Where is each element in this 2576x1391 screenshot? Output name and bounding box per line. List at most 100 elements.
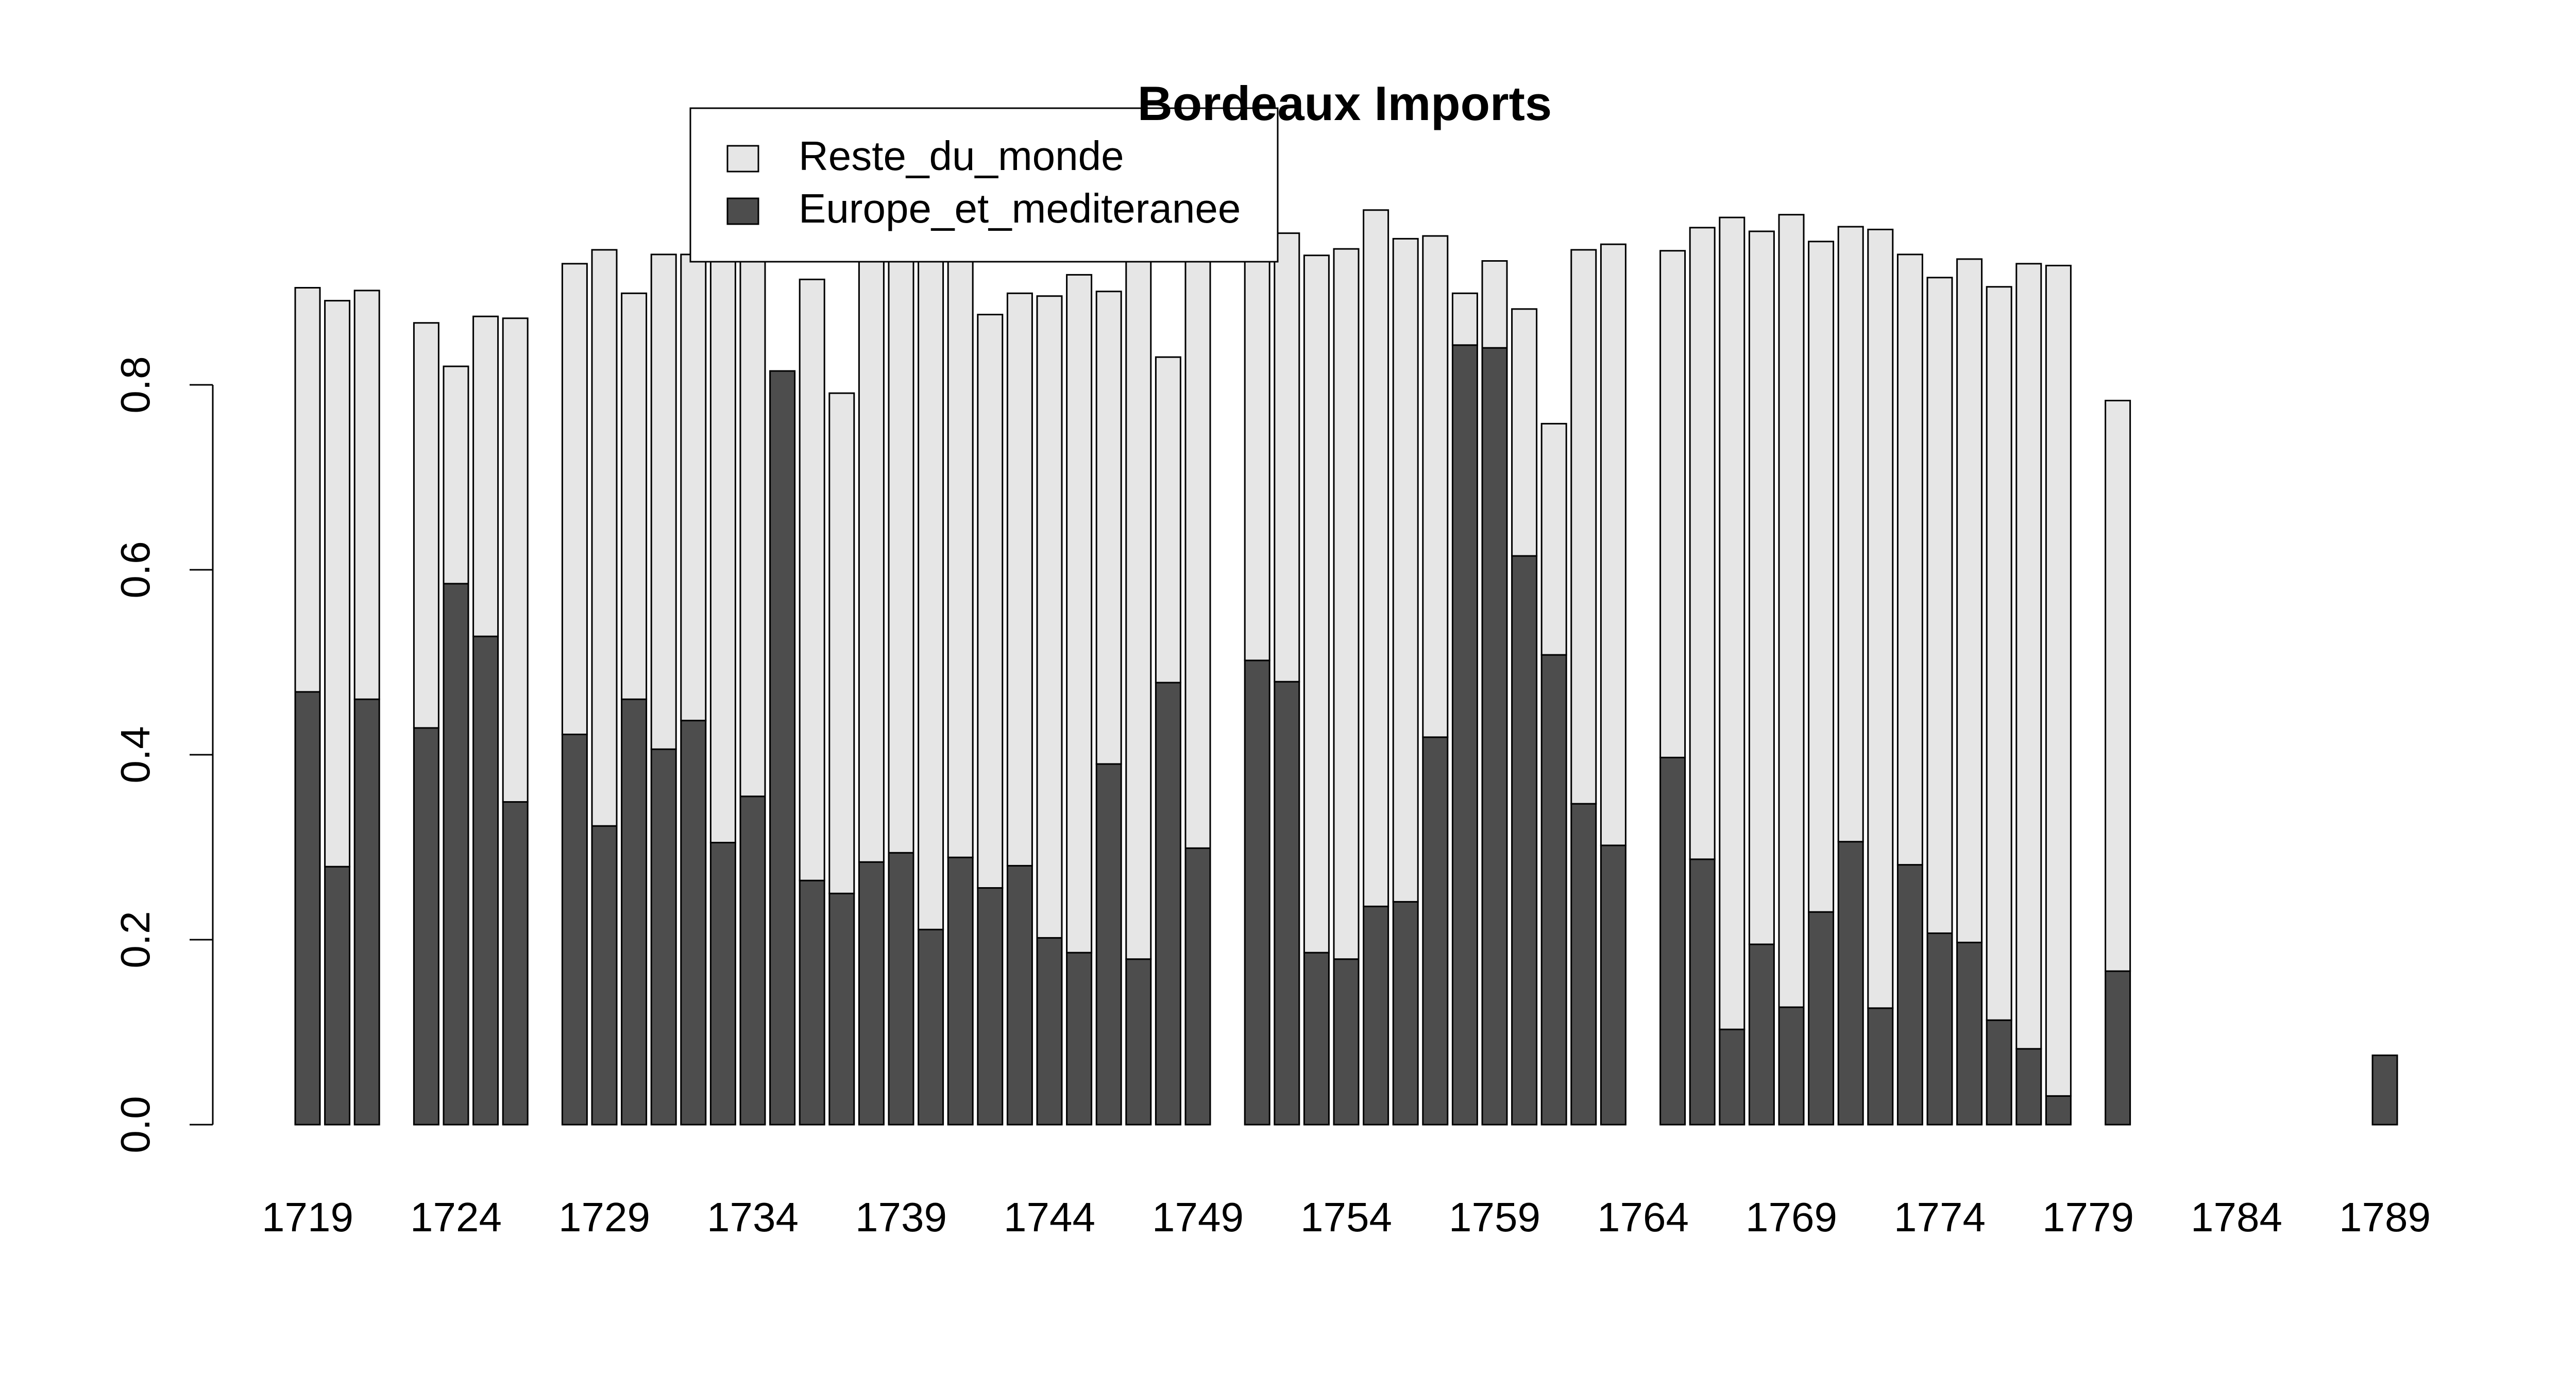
bar-reste-du-monde-1720 — [324, 300, 351, 868]
bar-reste-du-monde-1729 — [591, 249, 618, 827]
y-tick-label: 0.6 — [112, 541, 158, 598]
x-axis-labels: 1719 1724 1729 1734 1739 1744 1749 1754 1759 1764… — [262, 1194, 2431, 1240]
bar-reste-du-monde-1765 — [1659, 250, 1686, 758]
bar-reste-du-monde-1730 — [621, 292, 648, 700]
bar-europe-et-mediteranee-1720 — [324, 866, 351, 1126]
bar-reste-du-monde-1755 — [1363, 209, 1389, 907]
bar-europe-et-mediteranee-1728 — [561, 734, 588, 1126]
bar-europe-et-mediteranee-1761 — [1540, 654, 1567, 1126]
bar-europe-et-mediteranee-1753 — [1303, 952, 1330, 1126]
bar-europe-et-mediteranee-1776 — [1986, 1019, 2012, 1126]
bar-reste-du-monde-1766 — [1689, 227, 1716, 860]
bar-reste-du-monde-1752 — [1274, 232, 1300, 683]
bar-europe-et-mediteranee-1775 — [1956, 941, 1983, 1126]
bar-europe-et-mediteranee-1760 — [1511, 555, 1538, 1126]
bar-reste-du-monde-1744 — [1036, 295, 1063, 939]
bar-reste-du-monde-1748 — [1155, 356, 1181, 684]
bar-reste-du-monde-1738 — [858, 255, 885, 863]
x-tick-label: 1779 — [2042, 1194, 2134, 1240]
bar-reste-du-monde-1723 — [413, 322, 439, 729]
bar-europe-et-mediteranee-1767 — [1719, 1028, 1745, 1126]
bar-reste-du-monde-1767 — [1719, 216, 1745, 1030]
bar-europe-et-mediteranee-1777 — [2015, 1048, 2042, 1126]
bar-europe-et-mediteranee-1757 — [1422, 736, 1449, 1126]
bar-reste-du-monde-1726 — [502, 317, 529, 803]
bar-reste-du-monde-1760 — [1511, 308, 1538, 557]
bar-europe-et-mediteranee-1730 — [621, 698, 648, 1126]
x-tick-label: 1719 — [262, 1194, 353, 1240]
bar-reste-du-monde-1737 — [828, 392, 855, 894]
bar-reste-du-monde-1776 — [1986, 286, 2012, 1021]
bar-europe-et-mediteranee-1739 — [888, 852, 914, 1126]
bar-europe-et-mediteranee-1755 — [1363, 905, 1389, 1126]
bar-reste-du-monde-1762 — [1570, 249, 1597, 805]
chart-title: Bordeaux Imports — [1138, 76, 1552, 130]
bar-europe-et-mediteranee-1745 — [1066, 952, 1093, 1126]
legend-box — [689, 107, 1279, 263]
y-tick-label: 0.2 — [112, 911, 158, 968]
x-tick-label: 1749 — [1152, 1194, 1244, 1240]
bar-reste-du-monde-1746 — [1095, 291, 1122, 765]
x-tick-label: 1739 — [855, 1194, 947, 1240]
bar-europe-et-mediteranee-1773 — [1896, 864, 1923, 1126]
bar-europe-et-mediteranee-1772 — [1867, 1007, 1894, 1126]
y-tick-label: 0.8 — [112, 356, 158, 413]
legend: Reste_du_monde Europe_et_mediteranee — [689, 107, 1279, 263]
bar-europe-et-mediteranee-1735 — [769, 370, 796, 1126]
bar-europe-et-mediteranee-1759 — [1481, 347, 1508, 1126]
legend-swatch-reste-du-monde — [726, 145, 759, 173]
bar-reste-du-monde-1774 — [1926, 277, 1953, 934]
bar-europe-et-mediteranee-1771 — [1837, 841, 1864, 1126]
y-tick-label: 0.0 — [112, 1096, 158, 1153]
bar-reste-du-monde-1768 — [1748, 230, 1775, 945]
bar-reste-du-monde-1749 — [1184, 255, 1211, 849]
x-tick-label: 1789 — [2339, 1194, 2431, 1240]
bar-reste-du-monde-1775 — [1956, 258, 1983, 943]
bar-europe-et-mediteranee-1770 — [1808, 911, 1835, 1126]
bar-europe-et-mediteranee-1780 — [2105, 970, 2131, 1126]
x-tick-label: 1784 — [2191, 1194, 2282, 1240]
bar-reste-du-monde-1753 — [1303, 255, 1330, 954]
x-tick-label: 1744 — [1004, 1194, 1095, 1240]
bar-europe-et-mediteranee-1733 — [709, 842, 736, 1126]
y-axis: 0.0 0.2 0.4 0.6 0.8 — [112, 356, 214, 1153]
bar-europe-et-mediteranee-1763 — [1600, 844, 1626, 1126]
x-tick-label: 1759 — [1449, 1194, 1540, 1240]
bar-reste-du-monde-1756 — [1392, 238, 1419, 903]
bar-reste-du-monde-1728 — [561, 263, 588, 736]
bar-reste-du-monde-1754 — [1333, 248, 1360, 960]
bar-europe-et-mediteranee-1743 — [1006, 864, 1033, 1126]
bar-reste-du-monde-1773 — [1896, 253, 1923, 866]
bar-reste-du-monde-1741 — [947, 255, 974, 858]
bar-europe-et-mediteranee-1740 — [918, 928, 944, 1126]
x-tick-label: 1724 — [410, 1194, 502, 1240]
bar-reste-du-monde-1759 — [1481, 260, 1508, 349]
bar-europe-et-mediteranee-1737 — [828, 892, 855, 1126]
bar-europe-et-mediteranee-1741 — [947, 856, 974, 1126]
bar-reste-du-monde-1770 — [1808, 241, 1835, 913]
bar-reste-du-monde-1758 — [1451, 292, 1478, 346]
bar-europe-et-mediteranee-1742 — [977, 887, 1004, 1126]
bar-europe-et-mediteranee-1746 — [1095, 763, 1122, 1126]
bar-europe-et-mediteranee-1732 — [680, 720, 707, 1126]
bar-europe-et-mediteranee-1723 — [413, 727, 439, 1126]
bar-europe-et-mediteranee-1768 — [1748, 943, 1775, 1126]
bar-europe-et-mediteranee-1748 — [1155, 682, 1181, 1126]
bar-europe-et-mediteranee-1758 — [1451, 344, 1478, 1126]
bar-reste-du-monde-1736 — [799, 278, 825, 881]
bar-reste-du-monde-1771 — [1837, 226, 1864, 843]
bar-europe-et-mediteranee-1789 — [2371, 1054, 2398, 1126]
bar-europe-et-mediteranee-1724 — [443, 583, 469, 1126]
bar-europe-et-mediteranee-1749 — [1184, 847, 1211, 1126]
bar-europe-et-mediteranee-1765 — [1659, 756, 1686, 1126]
bar-europe-et-mediteranee-1754 — [1333, 958, 1360, 1126]
bar-europe-et-mediteranee-1747 — [1125, 958, 1152, 1126]
bar-reste-du-monde-1772 — [1867, 228, 1894, 1009]
y-tick-label: 0.4 — [112, 726, 158, 783]
legend-label-reste-du-monde: Reste_du_monde — [799, 133, 1124, 179]
bar-europe-et-mediteranee-1721 — [353, 698, 380, 1126]
bar-reste-du-monde-1769 — [1778, 214, 1805, 1008]
bar-europe-et-mediteranee-1762 — [1570, 803, 1597, 1126]
bar-reste-du-monde-1778 — [2045, 264, 2072, 1097]
bar-europe-et-mediteranee-1769 — [1778, 1006, 1805, 1126]
